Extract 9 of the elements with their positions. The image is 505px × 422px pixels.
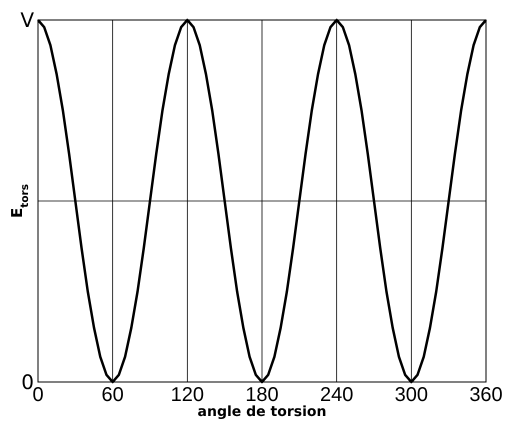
x-tick-label: 120 [170, 384, 204, 406]
x-tick-label: 240 [320, 384, 354, 406]
x-tick-label: 180 [245, 384, 279, 406]
x-axis-title: angle de torsion [198, 404, 326, 420]
x-tick-label: 360 [469, 384, 503, 406]
x-tick-label: 0 [32, 384, 44, 406]
x-tick-label: 60 [102, 384, 124, 406]
text: V [20, 8, 34, 32]
x-tick-label: 300 [394, 384, 428, 406]
